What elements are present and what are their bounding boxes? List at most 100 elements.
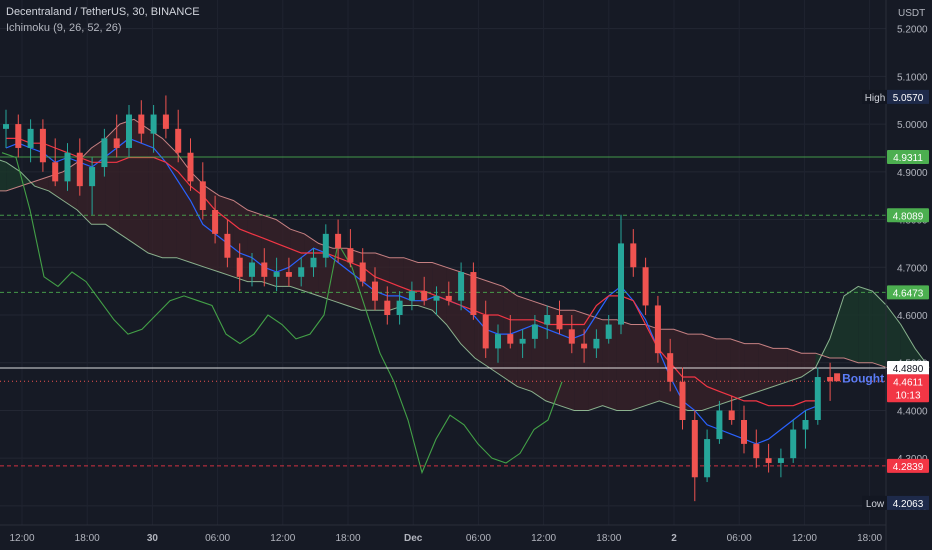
- cloud-segment: [602, 319, 617, 411]
- chikou-span: [1, 152, 563, 475]
- cloud-segment: [20, 171, 35, 187]
- candle-body: [359, 262, 366, 282]
- cloud-segment: [418, 262, 433, 311]
- y-tick-label: 5.0000: [897, 120, 928, 131]
- candle-body: [814, 377, 821, 420]
- level-label: 4.4890: [893, 364, 924, 375]
- candle-body: [531, 324, 538, 339]
- low-value: 4.2063: [893, 499, 924, 510]
- y-tick-label: 4.7000: [897, 263, 928, 274]
- cloud-segment: [489, 281, 504, 378]
- senkou-span-a: [0, 159, 930, 411]
- candle-body: [728, 410, 735, 420]
- x-tick-label: 06:00: [205, 533, 230, 544]
- bought-marker: [834, 373, 841, 382]
- low-caption: Low: [866, 499, 885, 510]
- candle-body: [667, 353, 674, 382]
- candle-body: [630, 243, 637, 268]
- y-tick-label: 5.1000: [897, 72, 928, 83]
- cloud-segment: [432, 262, 447, 325]
- low-caption-bg: [862, 495, 888, 510]
- high-value: 5.0570: [893, 93, 924, 104]
- candle-body: [39, 128, 46, 163]
- bought-annotation: Bought: [842, 371, 884, 385]
- high-value-bg: [887, 89, 929, 104]
- candle-body: [568, 329, 575, 344]
- level-label: 4.8089: [893, 211, 924, 222]
- candle-body: [3, 124, 9, 129]
- cloud-segment: [0, 160, 7, 191]
- cloud-segment: [162, 138, 177, 258]
- level-label: 4.6473: [893, 288, 924, 299]
- high-caption-bg: [862, 89, 888, 104]
- candle-body: [101, 138, 108, 168]
- indicator-legend[interactable]: Ichimoku (9, 26, 52, 26): [6, 22, 122, 34]
- cloud-segment: [687, 334, 702, 411]
- candles: [3, 95, 834, 502]
- candle-body: [581, 343, 588, 349]
- horizontal-levels[interactable]: [0, 156, 886, 467]
- candle-body: [396, 300, 403, 315]
- candle-body: [27, 128, 34, 148]
- level-label: 4.2839: [893, 462, 924, 473]
- candle-body: [249, 262, 255, 277]
- level-label-bg: [887, 149, 929, 164]
- candle-body: [618, 243, 624, 325]
- cloud-segment: [829, 295, 844, 358]
- cloud-segment: [176, 152, 191, 263]
- candle-body: [421, 291, 428, 301]
- candle-body: [679, 381, 686, 420]
- candle-body: [372, 281, 378, 301]
- x-tick-label: Dec: [404, 533, 423, 544]
- x-tick-label: 18:00: [857, 533, 882, 544]
- y-tick-label: 4.6000: [897, 311, 928, 322]
- candle-body: [15, 124, 22, 148]
- candle-body: [445, 295, 452, 301]
- candle-body: [802, 420, 809, 430]
- level-label-bg: [887, 360, 929, 375]
- candle-body: [507, 334, 514, 344]
- x-tick-label: 12:00: [270, 533, 295, 544]
- candle-body: [347, 248, 354, 263]
- x-tick-label: 12:00: [9, 533, 34, 544]
- candle-body: [827, 377, 834, 382]
- cloud-segment: [744, 343, 759, 397]
- x-tick-label: 06:00: [466, 533, 491, 544]
- high-caption: High: [865, 93, 886, 104]
- candle-body: [273, 272, 280, 277]
- candle-body: [236, 257, 243, 277]
- cloud-segment: [787, 348, 802, 382]
- candle-body: [261, 262, 268, 277]
- cloud-segment: [716, 338, 731, 406]
- x-tick-label: 18:00: [75, 533, 100, 544]
- time-axis[interactable]: 12:00 18:00 30 06:00 12:00 18:00 Dec 06:00 12:00…: [0, 524, 886, 544]
- level-label-bg: [887, 208, 929, 223]
- y-tick-label: 5.2000: [897, 25, 928, 36]
- candle-body: [408, 291, 415, 301]
- candle-body: [433, 295, 440, 301]
- symbol-title[interactable]: Decentraland / TetherUS, 30, BINANCE: [6, 6, 200, 18]
- candle-body: [458, 272, 465, 301]
- countdown-label: 10:13: [895, 390, 920, 401]
- x-tick-label: 30: [147, 533, 159, 544]
- cloud-segment: [119, 119, 134, 244]
- candle-body: [691, 420, 698, 478]
- cloud-segment: [531, 300, 546, 401]
- cloud-segment: [886, 305, 901, 368]
- candle-body: [322, 233, 329, 258]
- y-tick-label: 4.4000: [897, 406, 928, 417]
- candle-body: [777, 458, 784, 463]
- level-label: 4.9311: [893, 153, 923, 164]
- candle-body: [765, 458, 772, 463]
- x-tick-label: 2: [671, 533, 677, 544]
- price-labels: 4.9311 4.8089 4.6473 4.4890 4.2839 4.4611 10:1…: [834, 89, 929, 510]
- candle-body: [605, 324, 612, 339]
- x-tick-label: 12:00: [792, 533, 817, 544]
- candle-body: [126, 114, 132, 148]
- candle-body: [64, 152, 71, 182]
- candle-body: [519, 338, 526, 344]
- candle-body: [593, 338, 600, 349]
- candle-body: [224, 233, 231, 258]
- cloud-segment: [389, 257, 404, 311]
